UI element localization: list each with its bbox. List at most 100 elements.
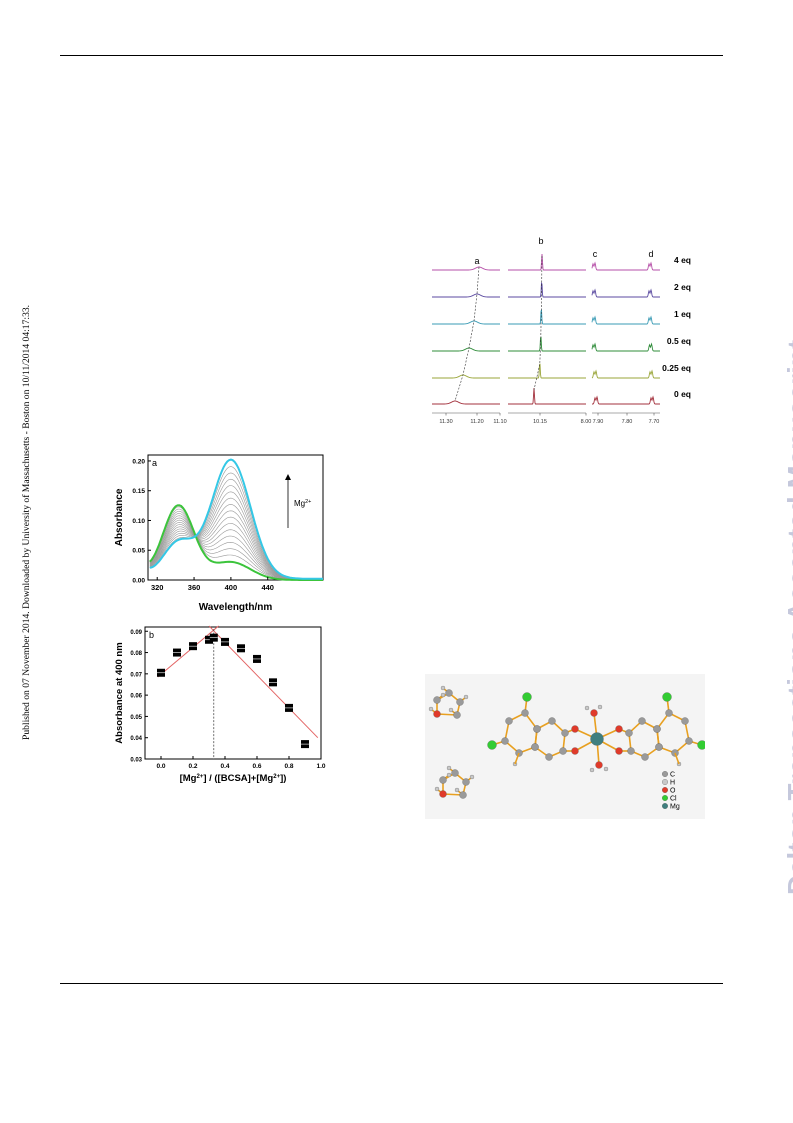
- hydrogen-atom: [463, 694, 469, 700]
- y-axis-label: Absorbance: [114, 488, 125, 546]
- carbon-atom: [681, 717, 689, 725]
- fit-line: [157, 625, 219, 678]
- nmr-tick-label: 7.90: [593, 419, 604, 425]
- hydrogen-atom: [454, 787, 460, 793]
- bond: [514, 752, 520, 765]
- carbon-atom: [625, 729, 633, 737]
- nmr-tick-label: 8.00: [581, 419, 592, 425]
- legend-label: O: [670, 788, 676, 795]
- nmr-trace: [432, 293, 500, 298]
- hydrogen-atom: [446, 765, 452, 771]
- chlorine-atom: [662, 692, 672, 702]
- carbon-atom: [451, 769, 459, 777]
- nmr-trace: [432, 400, 500, 405]
- carbon-atom: [559, 747, 567, 755]
- nmr-titration-figure: 4 eq 2 eq 1 eq 0.5 eq 0.25 eq 0 eq a b c d 11.30 11…: [432, 236, 691, 425]
- legend-swatch: [662, 795, 668, 801]
- y-tick-label: 0.08: [130, 651, 142, 657]
- nmr-tick-label: 11.10: [493, 419, 506, 425]
- nmr-trace: [432, 266, 500, 271]
- nmr-eq-label: 0.5 eq: [667, 336, 691, 346]
- nmr-eq-label: 1 eq: [674, 309, 691, 319]
- nmr-trace: [591, 288, 660, 298]
- spectrum-intermediate: [149, 516, 323, 580]
- x-tick-label: 0.4: [220, 763, 229, 770]
- x-label-sup: 2+: [196, 774, 203, 780]
- nmr-trace: [508, 363, 586, 379]
- x-tick-label: 0.6: [252, 763, 261, 770]
- x-tick-label: 0.2: [188, 763, 197, 770]
- legend-label: H: [670, 780, 675, 787]
- nmr-trace: [591, 315, 660, 325]
- carbon-atom: [627, 747, 635, 755]
- publication-note-text: Published on 07 November 2014. Downloade…: [21, 304, 32, 740]
- y-tick-label: 0.07: [130, 672, 142, 678]
- oxygen-atom: [571, 747, 579, 755]
- oxygen-atom: [615, 725, 623, 733]
- nmr-eq-label: 4 eq: [674, 255, 691, 265]
- x-label-sup: 2+: [273, 774, 280, 780]
- plot-frame: [144, 626, 322, 760]
- spectrum-intermediate: [149, 515, 323, 580]
- nmr-eq-label: 0 eq: [674, 389, 691, 399]
- nmr-peak-label: c: [593, 249, 598, 259]
- mg-annotation: Mg2+: [294, 499, 311, 508]
- carbon-atom: [456, 698, 464, 706]
- x-label-part: ] / ([BCSA]+[Mg: [203, 773, 273, 784]
- nmr-tick-label: 10.15: [533, 419, 547, 425]
- legend-label: C: [670, 772, 675, 779]
- panel-label: b: [149, 630, 154, 640]
- carbon-atom: [445, 689, 453, 697]
- carbon-atom: [638, 717, 646, 725]
- spectrum-intermediate: [149, 510, 323, 580]
- nmr-eq-label: 0.25 eq: [662, 363, 691, 373]
- hydrogen-atom: [428, 706, 434, 712]
- legend-label: Cl: [670, 796, 677, 803]
- carbon-atom: [453, 711, 461, 719]
- bond: [674, 752, 680, 765]
- x-tick-label: 0.8: [284, 763, 293, 770]
- y-tick-label: 0.03: [130, 758, 142, 764]
- y-tick-label: 0.05: [130, 715, 142, 721]
- chlorine-atom: [522, 692, 532, 702]
- legend-swatch: [662, 803, 668, 809]
- watermark-text: Dalton Transactions Accepted Manuscript: [782, 339, 793, 895]
- annotation-sup: 2+: [305, 499, 311, 505]
- hydrogen-atom: [469, 774, 475, 780]
- spectrum-final: [149, 458, 323, 580]
- legend-label: Mg: [670, 804, 680, 811]
- carbon-atom: [641, 753, 649, 761]
- nmr-trace: [591, 261, 660, 271]
- carbon-atom: [685, 737, 693, 745]
- annotation-text: Mg: [294, 499, 305, 508]
- y-axis-label: Absorbance at 400 nm: [114, 642, 125, 743]
- nmr-trace: [591, 369, 660, 379]
- y-tick-label: 0.05: [132, 548, 145, 555]
- nmr-trace: [508, 282, 586, 298]
- oxygen-atom: [433, 710, 441, 718]
- y-tick-label: 0.20: [132, 458, 145, 465]
- hydrogen-atom: [446, 772, 452, 778]
- chlorine-atom: [487, 740, 497, 750]
- increase-arrow-head: [285, 474, 291, 480]
- uv-vis-spectra-chart: 320 360 400 440 0.00 0.05 0.10 0.15 0.20 Waveleng…: [114, 454, 324, 613]
- x-axis-label: [Mg2+] / ([BCSA]+[Mg2+]): [180, 773, 287, 784]
- carbon-atom: [548, 717, 556, 725]
- nmr-peak-label: a: [474, 256, 479, 266]
- x-tick-label: 0.0: [156, 763, 165, 770]
- hydrogen-atom: [434, 786, 440, 792]
- nmr-eq-label: 2 eq: [674, 282, 691, 292]
- y-tick-label: 0.00: [132, 578, 145, 585]
- nmr-trace: [432, 320, 500, 325]
- x-label-part: [Mg: [180, 773, 197, 784]
- nmr-trace: [592, 395, 660, 405]
- x-tick-label: 440: [261, 583, 274, 592]
- carbon-atom: [561, 729, 569, 737]
- spectrum-intermediate: [149, 478, 323, 580]
- carbon-atom: [459, 791, 467, 799]
- legend-swatch: [662, 771, 668, 777]
- y-tick-label: 0.09: [130, 630, 142, 636]
- oxygen-atom: [590, 709, 598, 717]
- spectrum-intermediate: [149, 517, 323, 580]
